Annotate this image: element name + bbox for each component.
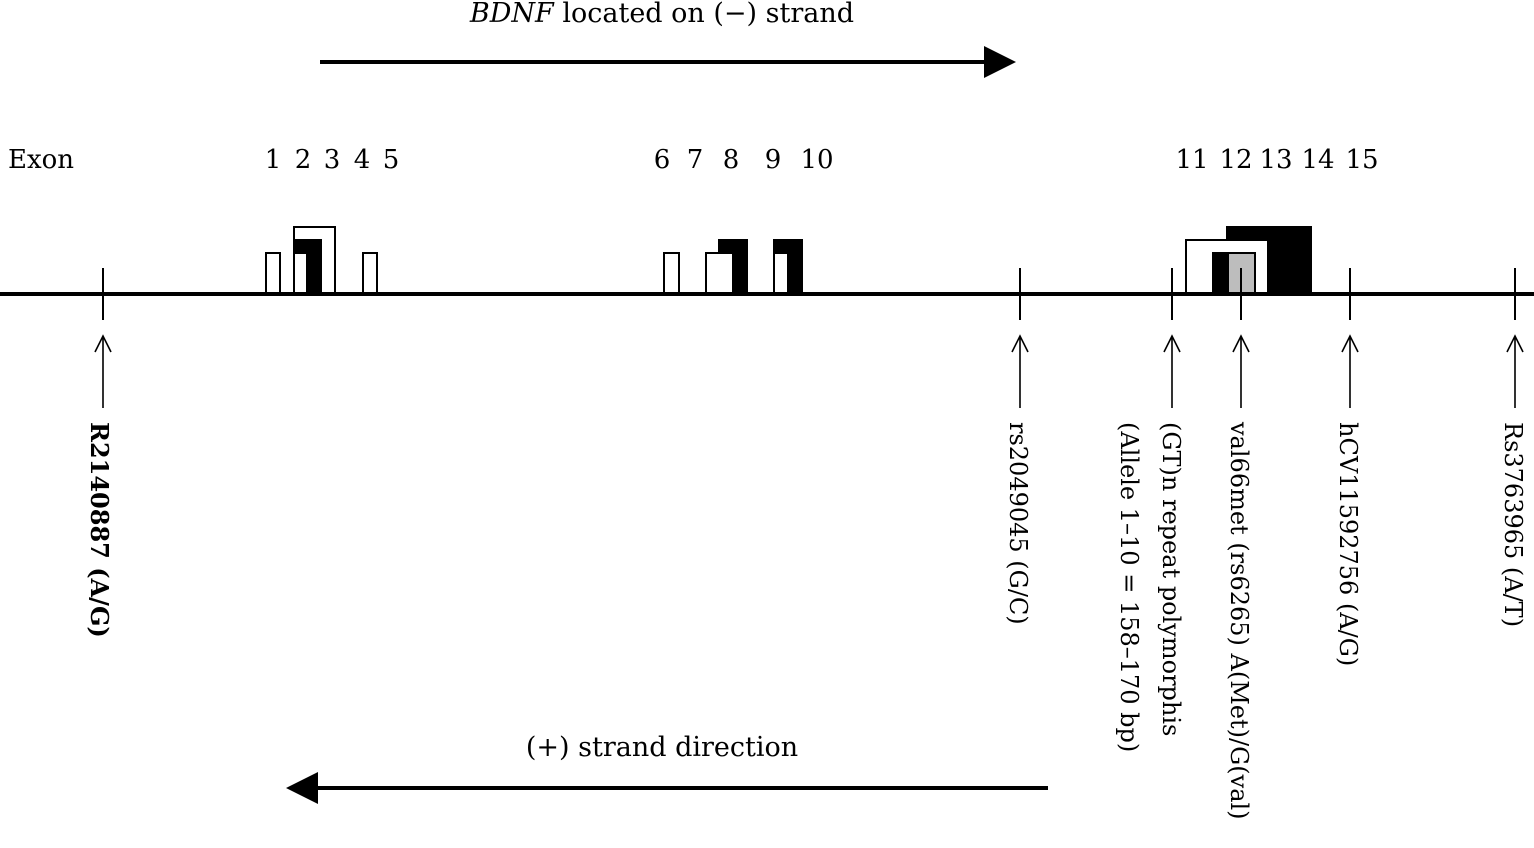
exon-box — [705, 252, 734, 295]
exon-number: 12 — [1219, 145, 1252, 175]
title-rest: located on (−) strand — [554, 0, 854, 29]
exon-number: 6 — [654, 145, 671, 175]
marker-label-hcv11592756: hCV11592756 (A/G) — [1334, 422, 1362, 666]
exon-box — [265, 252, 281, 295]
arrow-up-icon — [1163, 334, 1181, 408]
marker-label-rs3763965: Rs3763965 (A/T) — [1499, 422, 1527, 627]
marker-ticks — [102, 268, 1516, 320]
exon-box — [362, 252, 378, 295]
exon-box — [663, 252, 680, 295]
exon-numbers: 1 2 3 4 5 6 7 8 9 10 11 12 13 14 15 — [265, 145, 1379, 175]
exon-number: 10 — [800, 145, 833, 175]
exon-number: 9 — [765, 145, 782, 175]
arrow-up-icon — [1011, 334, 1029, 408]
exon-number: 1 — [265, 145, 282, 175]
marker-label-rs2049045: rs2049045 (G/C) — [1004, 422, 1032, 625]
exon-number: 11 — [1175, 145, 1208, 175]
marker-label-gt-repeat-line2: (Allele 1–10 = 158–170 bp) — [1115, 422, 1143, 752]
arrow-up-icon — [1232, 334, 1250, 408]
exon-label: Exon — [8, 145, 74, 175]
exon-number: 2 — [295, 145, 312, 175]
arrow-up-icon — [94, 334, 112, 408]
exon-number: 7 — [687, 145, 704, 175]
exon-number: 13 — [1259, 145, 1292, 175]
exon-number: 4 — [354, 145, 371, 175]
gene-name: BDNF — [469, 0, 555, 29]
marker-pointers — [94, 334, 1524, 408]
exon-boxes — [265, 226, 1312, 295]
diagram-title: BDNF located on (−) strand — [469, 0, 854, 29]
marker-label-val66met: val66met (rs6265) A(Met)/G(val) — [1225, 421, 1253, 820]
marker-label-gt-repeat-line1: (GT)n repeat polymorphis — [1157, 422, 1185, 736]
exon-number: 14 — [1301, 145, 1334, 175]
arrow-up-icon — [1341, 334, 1359, 408]
exon-box — [773, 252, 789, 295]
arrow-up-icon — [1506, 334, 1524, 408]
marker-label-r2140887: R2140887 (A/G) — [85, 422, 114, 638]
exon-box — [293, 252, 308, 295]
exon-number: 8 — [723, 145, 740, 175]
plus-strand-label: (+) strand direction — [526, 732, 798, 763]
exon-number: 5 — [383, 145, 400, 175]
exon-number: 15 — [1345, 145, 1378, 175]
exon-number: 3 — [324, 145, 341, 175]
